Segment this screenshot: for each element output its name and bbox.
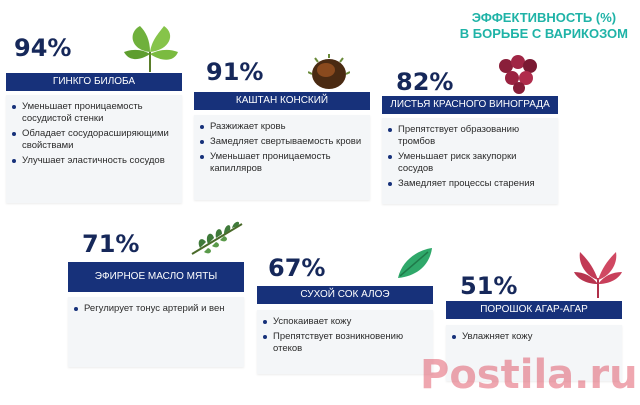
list-item: Улучшает эластичность сосудов <box>10 155 176 167</box>
mint-sprig-icon <box>191 221 243 255</box>
heading-line-1: ЭФФЕКТИВНОСТЬ (%) <box>471 10 617 25</box>
card-body: Уменьшает проницаемость сосудистой стенк… <box>6 95 182 203</box>
percent-value: 94% <box>14 34 72 62</box>
ginkgo-leaf-icon <box>124 26 178 72</box>
card-title: ГИНКГО БИЛОБА <box>6 73 182 91</box>
card-body: Разжижает кровь Замедляет свертываемость… <box>194 115 370 200</box>
percent-value: 71% <box>82 230 140 258</box>
infographic-heading: ЭФФЕКТИВНОСТЬ (%) В БОРЬБЕ С ВАРИКОЗОМ <box>460 10 628 42</box>
card-body: Препятствует образованию тромбов Уменьша… <box>382 118 558 204</box>
list-item: Уменьшает проницаемость капилляров <box>198 151 364 175</box>
percent-value: 82% <box>396 68 454 96</box>
list-item: Успокаивает кожу <box>261 316 427 328</box>
list-item: Увлажняет кожу <box>450 331 616 343</box>
list-item: Разжижает кровь <box>198 121 364 133</box>
list-item: Регулирует тонус артерий и вен <box>72 303 238 315</box>
percent-value: 51% <box>460 272 518 300</box>
card-body: Регулирует тонус артерий и вен <box>68 297 244 367</box>
card-title: КАШТАН КОНСКИЙ <box>194 92 370 110</box>
list-item: Препятствует возникновению отеков <box>261 331 427 355</box>
card-title: ПОРОШОК АГАР-АГАР <box>446 301 622 319</box>
watermark: Postila.ru <box>420 352 638 398</box>
list-item: Уменьшает проницаемость сосудистой стенк… <box>10 101 176 125</box>
card-title: ЛИСТЬЯ КРАСНОГО ВИНОГРАДА <box>382 96 558 114</box>
card-body: Увлажняет кожу <box>446 325 622 381</box>
list-item: Обладает сосудорасширяющими свойствами <box>10 128 176 152</box>
card-title: СУХОЙ СОК АЛОЭ <box>257 286 433 304</box>
list-item: Уменьшает риск закупорки сосудов <box>386 151 552 175</box>
red-seaweed-icon <box>574 252 622 298</box>
percent-value: 67% <box>268 254 326 282</box>
red-grapes-icon <box>499 55 537 94</box>
card-title: ЭФИРНОЕ МАСЛО МЯТЫ <box>68 262 244 292</box>
list-item: Замедляет свертываемость крови <box>198 136 364 148</box>
list-item: Препятствует образованию тромбов <box>386 124 552 148</box>
aloe-leaf-icon <box>398 248 432 278</box>
percent-value: 91% <box>206 58 264 86</box>
list-item: Замедляет процессы старения <box>386 178 552 190</box>
heading-line-2: В БОРЬБЕ С ВАРИКОЗОМ <box>459 26 628 41</box>
card-body: Успокаивает кожу Препятствует возникнове… <box>257 310 433 374</box>
chestnut-icon <box>308 54 350 89</box>
